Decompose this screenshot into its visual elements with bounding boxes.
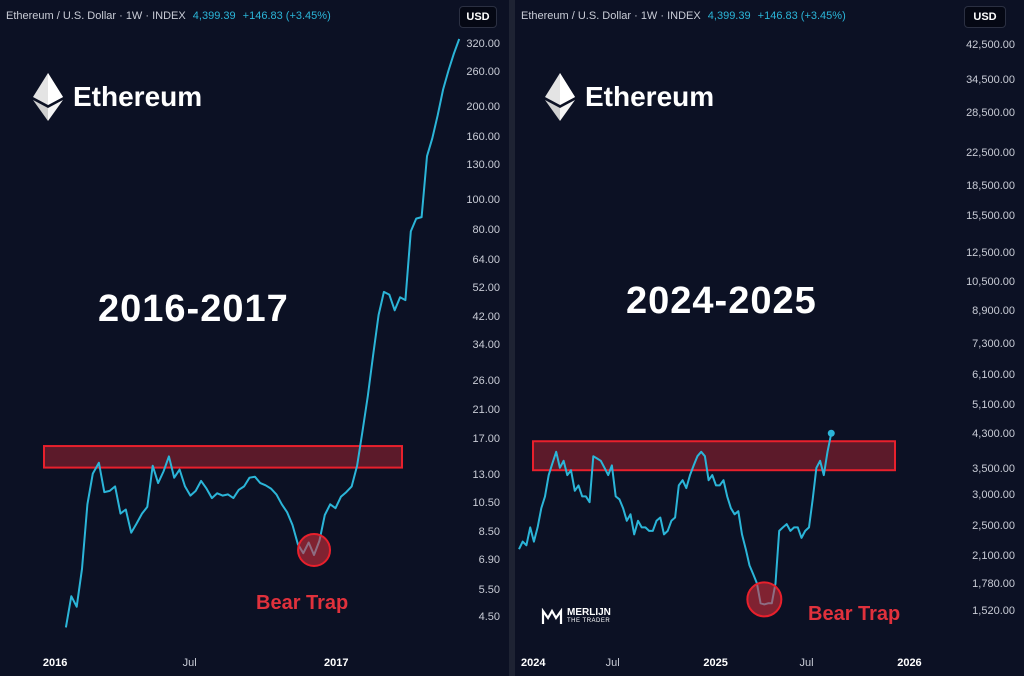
price-line: [64, 38, 461, 628]
price-tick-label: 100.00: [466, 194, 500, 207]
price-tick-label: 17.00: [472, 432, 500, 445]
bear-trap-label: Bear Trap: [808, 603, 901, 625]
price-tick-label: 42.00: [472, 311, 500, 324]
price-tick-label: 200.00: [466, 101, 500, 114]
price-tick-label: 7,300.00: [972, 338, 1015, 351]
price-plot[interactable]: [0, 0, 509, 676]
time-tick-label: 2024: [521, 657, 546, 669]
period-label: 2016-2017: [98, 288, 289, 330]
price-tick-label: 3,500.00: [972, 463, 1015, 476]
currency-button[interactable]: USD: [964, 6, 1006, 28]
resistance-zone: [532, 440, 896, 472]
price-tick-label: 4,300.00: [972, 428, 1015, 441]
currency-button[interactable]: USD: [459, 6, 497, 28]
price-tick-label: 34,500.00: [966, 74, 1015, 87]
price-tick-label: 1,780.00: [972, 578, 1015, 591]
price-tick-label: 42,500.00: [966, 38, 1015, 51]
time-tick-label: Jul: [605, 657, 620, 669]
price-tick-label: 28,500.00: [966, 106, 1015, 119]
period-label: 2024-2025: [626, 280, 817, 322]
price-tick-label: 10,500.00: [966, 276, 1015, 289]
price-tick-label: 15,500.00: [966, 210, 1015, 223]
price-tick-label: 80.00: [472, 224, 500, 237]
price-tick-label: 1,520.00: [972, 605, 1015, 618]
price-tick-label: 12,500.00: [966, 246, 1015, 259]
watermark-subtitle: THE TRADER: [567, 618, 611, 624]
bear-trap-marker: [297, 533, 332, 568]
time-tick-label: Jul: [799, 657, 814, 669]
price-tick-label: 13.00: [472, 468, 500, 481]
symbol-name: Ethereum / U.S. Dollar · 1W · INDEX: [6, 10, 186, 22]
price-tick-label: 4.50: [478, 611, 500, 624]
price-tick-label: 2,100.00: [972, 550, 1015, 563]
price-tick-label: 64.00: [472, 254, 500, 267]
price-plot[interactable]: [515, 0, 1024, 676]
time-tick-label: 2017: [324, 657, 349, 669]
price-tick-label: 52.00: [472, 282, 500, 295]
price-tick-label: 320.00: [466, 38, 500, 51]
chart-panel-2016-2017: Ethereum / U.S. Dollar · 1W · INDEX 4,39…: [0, 0, 509, 676]
last-price: 4,399.39: [192, 10, 236, 22]
symbol-name: Ethereum / U.S. Dollar · 1W · INDEX: [521, 10, 701, 22]
time-tick-label: Jul: [182, 657, 197, 669]
price-tick-label: 8,900.00: [972, 304, 1015, 317]
brand-name: Ethereum: [73, 81, 203, 112]
price-change: +146.83 (+3.45%): [757, 10, 846, 22]
symbol-header: Ethereum / U.S. Dollar · 1W · INDEX 4,39…: [521, 10, 846, 22]
price-change: +146.83 (+3.45%): [242, 10, 331, 22]
price-tick-label: 5,100.00: [972, 399, 1015, 412]
resistance-zone: [43, 445, 403, 469]
price-tick-label: 22,500.00: [966, 146, 1015, 159]
brand-name: Ethereum: [585, 81, 715, 112]
price-tick-label: 160.00: [466, 131, 500, 144]
ethereum-logo-icon: [33, 73, 63, 121]
price-tick-label: 5.50: [478, 584, 500, 597]
watermark-title: MERLIJN: [567, 607, 611, 618]
price-tick-label: 6,100.00: [972, 368, 1015, 381]
price-tick-label: 6.90: [478, 553, 500, 566]
last-price: 4,399.39: [707, 10, 751, 22]
price-tick-label: 21.00: [472, 404, 500, 417]
price-tick-label: 18,500.00: [966, 180, 1015, 193]
ethereum-logo-icon: [545, 73, 575, 121]
price-tick-label: 3,000.00: [972, 489, 1015, 502]
price-tick-label: 2,500.00: [972, 520, 1015, 533]
symbol-header: Ethereum / U.S. Dollar · 1W · INDEX 4,39…: [6, 10, 331, 22]
bear-trap-marker: [746, 581, 783, 618]
merlijn-watermark: MERLIJN THE TRADER: [541, 608, 611, 626]
bear-trap-label: Bear Trap: [256, 592, 349, 614]
last-price-dot: [827, 429, 835, 437]
price-tick-label: 34.00: [472, 339, 500, 352]
ethereum-brand: Ethereum: [33, 73, 202, 121]
price-tick-label: 260.00: [466, 66, 500, 79]
ethereum-brand: Ethereum: [545, 73, 714, 121]
price-tick-label: 8.50: [478, 525, 500, 538]
chart-panel-2024-2025: Ethereum / U.S. Dollar · 1W · INDEX 4,39…: [515, 0, 1024, 676]
price-tick-label: 10.50: [472, 497, 500, 510]
time-tick-label: 2016: [42, 657, 68, 669]
price-tick-label: 26.00: [472, 375, 500, 388]
time-tick-label: 2025: [703, 657, 728, 669]
price-line: [518, 432, 833, 606]
time-tick-label: 2026: [897, 657, 922, 669]
price-tick-label: 130.00: [466, 159, 500, 172]
merlijn-logo-icon: [541, 608, 563, 624]
panel-divider: [509, 0, 515, 676]
